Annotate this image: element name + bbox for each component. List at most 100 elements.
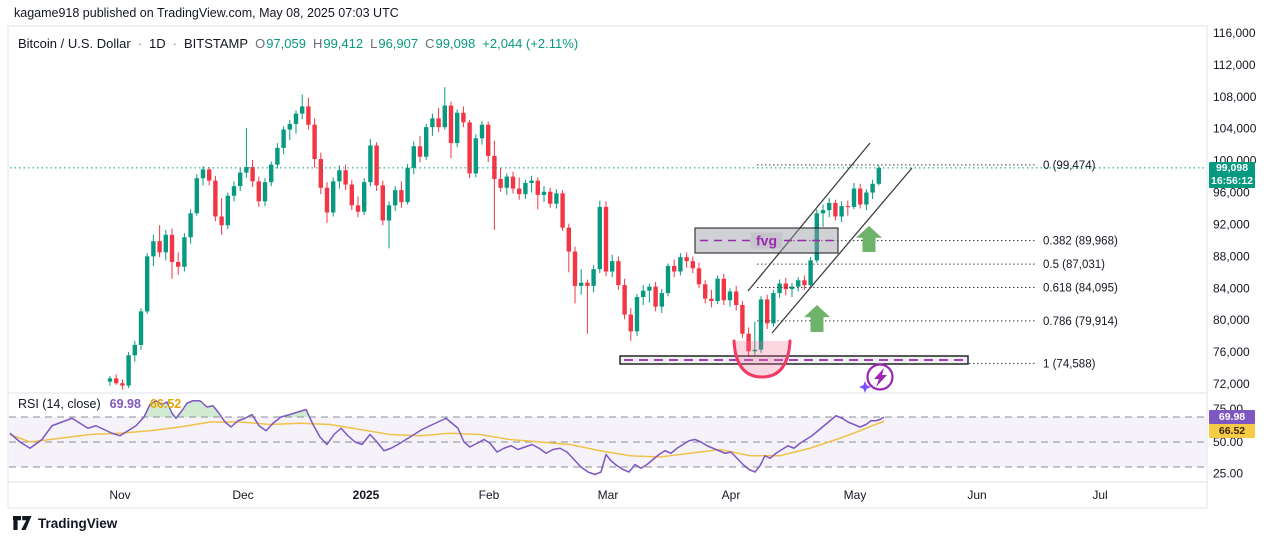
candle-body bbox=[455, 112, 460, 144]
up-arrow-icon bbox=[856, 226, 882, 252]
candle-body bbox=[876, 167, 881, 184]
fib-level-label: 1 (74,588) bbox=[1043, 358, 1096, 370]
price-axis-label[interactable]: 92,000 bbox=[1213, 217, 1250, 231]
candle-body bbox=[827, 202, 832, 211]
candle-body bbox=[250, 167, 255, 182]
candle-body bbox=[225, 195, 230, 226]
sparkle-icon bbox=[859, 381, 871, 393]
candle-body bbox=[269, 164, 274, 183]
time-axis-label[interactable]: May bbox=[844, 488, 867, 502]
candle-body bbox=[386, 205, 392, 221]
rsi-ma-value-badge: 66.52 bbox=[1209, 424, 1255, 438]
rsi-band bbox=[9, 417, 1206, 467]
candle-body bbox=[200, 169, 206, 179]
candle-body bbox=[678, 257, 683, 272]
candle-body bbox=[709, 298, 714, 302]
candle-body bbox=[634, 297, 640, 332]
time-axis-label[interactable]: Mar bbox=[598, 488, 619, 502]
candle-body bbox=[238, 172, 243, 187]
price-axis-label[interactable]: 72,000 bbox=[1213, 377, 1250, 391]
candle-body bbox=[262, 182, 268, 202]
candle-body bbox=[541, 191, 547, 195]
candle-body bbox=[176, 261, 181, 267]
candle-body bbox=[789, 286, 795, 290]
rsi-axis-label: 25.00 bbox=[1213, 466, 1243, 480]
candle-body bbox=[535, 180, 540, 195]
candle-body bbox=[411, 146, 416, 168]
candle-body bbox=[293, 113, 299, 124]
candle-body bbox=[579, 282, 584, 286]
ohlc-open: O 97,059 bbox=[255, 36, 306, 51]
current-price-badge: 99,098 16:56:12 bbox=[1209, 162, 1255, 188]
candle-body bbox=[585, 282, 590, 286]
fvg-label: fvg bbox=[756, 233, 777, 249]
candle-body bbox=[442, 105, 447, 128]
candle-body bbox=[368, 145, 373, 183]
ohlc-high: H 99,412 bbox=[312, 36, 364, 51]
up-arrow-icon bbox=[804, 305, 830, 332]
time-axis-label[interactable]: Dec bbox=[232, 488, 253, 502]
widget-border bbox=[7, 25, 1208, 509]
candle-body bbox=[833, 202, 838, 217]
candle-body bbox=[845, 206, 850, 208]
candle-body bbox=[417, 146, 423, 157]
time-axis-label[interactable]: Jul bbox=[1092, 488, 1107, 502]
candle-body bbox=[858, 188, 863, 205]
time-axis-label[interactable]: Jun bbox=[967, 488, 986, 502]
candle-body bbox=[647, 286, 652, 291]
candle-body bbox=[318, 159, 323, 188]
candle-body bbox=[727, 291, 733, 301]
candle-body bbox=[492, 155, 497, 179]
candle-body bbox=[498, 178, 503, 188]
candle-body bbox=[684, 257, 689, 262]
candle-body bbox=[622, 285, 627, 315]
candle-body bbox=[256, 181, 261, 202]
price-axis-label[interactable]: 84,000 bbox=[1213, 281, 1250, 295]
candle-body bbox=[486, 124, 491, 156]
candle-body bbox=[207, 169, 212, 181]
candle-body bbox=[529, 180, 534, 183]
rsi-header[interactable]: RSI (14, close) 69.98 66.52 bbox=[18, 397, 181, 411]
candle-body bbox=[746, 333, 751, 352]
fib-level-label: 0.382 (89,968) bbox=[1043, 236, 1118, 248]
candle-body bbox=[114, 378, 119, 384]
price-axis-label[interactable]: 80,000 bbox=[1213, 313, 1250, 327]
candle-body bbox=[597, 206, 602, 270]
candle-body bbox=[287, 123, 292, 130]
price-axis-label[interactable]: 104,000 bbox=[1213, 122, 1257, 136]
fib-level-label: 0.786 (79,914) bbox=[1043, 316, 1118, 328]
price-axis-label[interactable]: 96,000 bbox=[1213, 186, 1250, 200]
candle-body bbox=[163, 234, 168, 253]
price-axis-label[interactable]: 116,000 bbox=[1213, 26, 1256, 40]
ohlc-low: L 96,907 bbox=[370, 36, 419, 51]
attribution-text: kagame918 published on TradingView.com, … bbox=[14, 6, 399, 20]
candle-body bbox=[306, 106, 311, 125]
price-axis-label[interactable]: 112,000 bbox=[1213, 58, 1256, 72]
candle-body bbox=[324, 187, 330, 213]
price-axis-label[interactable]: 76,000 bbox=[1213, 345, 1250, 359]
time-axis-label[interactable]: 2025 bbox=[353, 488, 380, 502]
candle-body bbox=[610, 261, 615, 272]
rsi-axis-label: 50.00 bbox=[1213, 435, 1243, 449]
time-axis-label[interactable]: Feb bbox=[479, 488, 500, 502]
candle-body bbox=[802, 280, 807, 286]
lightning-bolt bbox=[874, 368, 887, 387]
rsi-overbought-fill bbox=[177, 400, 222, 417]
cup-fill bbox=[734, 341, 790, 377]
candle-body bbox=[820, 210, 826, 214]
candle-body bbox=[560, 193, 565, 228]
rsi-ma-value: 66.52 bbox=[149, 397, 182, 411]
candle-body bbox=[275, 147, 280, 165]
candle-body bbox=[510, 176, 516, 189]
price-axis-label[interactable]: 108,000 bbox=[1213, 90, 1257, 104]
fib-level-label: 0 (99,474) bbox=[1043, 160, 1096, 172]
time-axis-label[interactable]: Apr bbox=[722, 488, 741, 502]
candle-body bbox=[870, 183, 875, 193]
candle-body bbox=[641, 290, 646, 298]
tradingview-logo[interactable]: TradingView bbox=[13, 516, 117, 531]
candle-body bbox=[374, 145, 379, 186]
price-axis-label[interactable]: 88,000 bbox=[1213, 249, 1250, 263]
time-axis-label[interactable]: Nov bbox=[109, 488, 130, 502]
